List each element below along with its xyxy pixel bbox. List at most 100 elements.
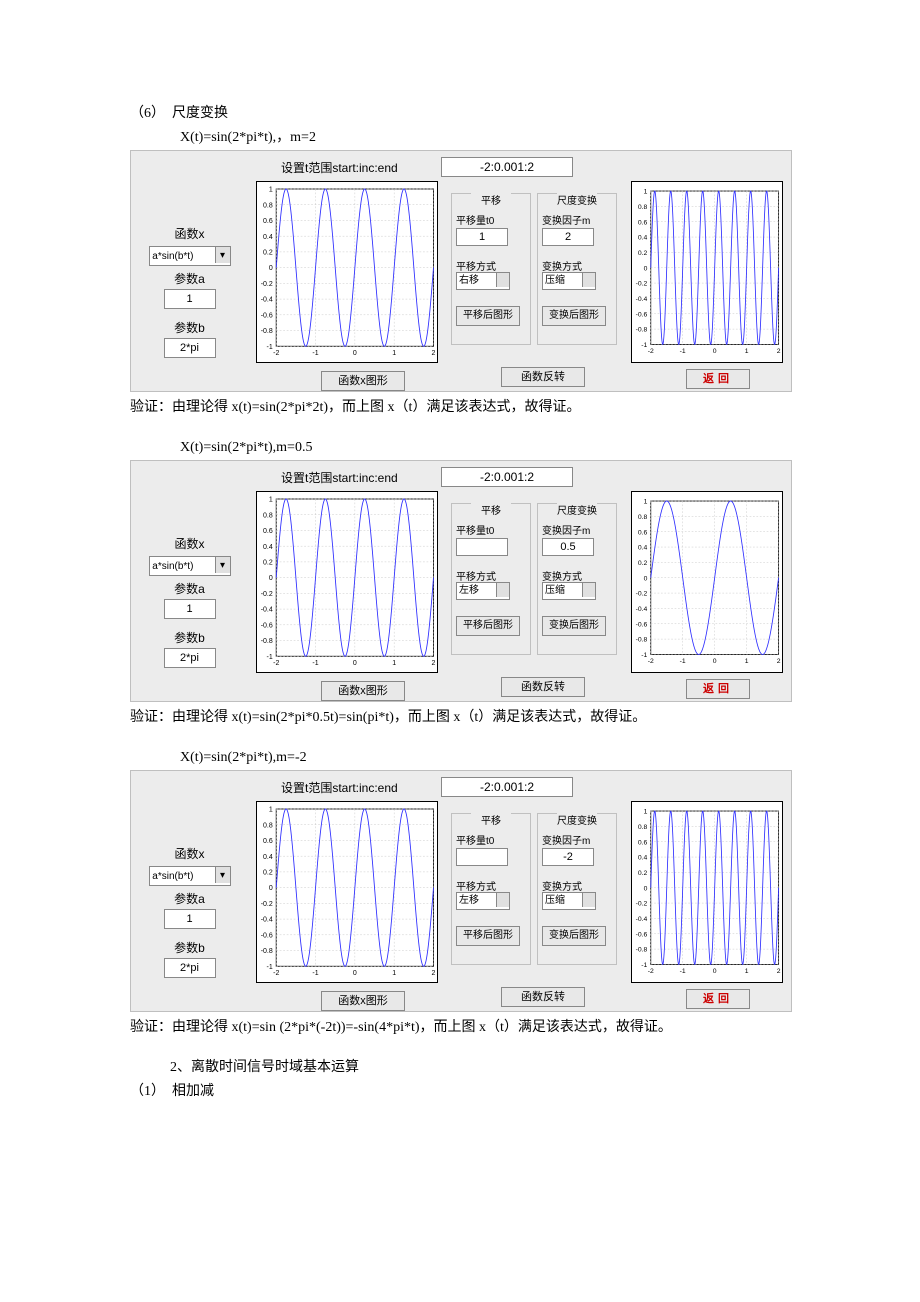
parama-label: 参数a: [137, 270, 242, 287]
shift-amount-label: 平移量t0: [456, 832, 526, 847]
shift-title: 平移: [471, 192, 511, 207]
svg-text:1: 1: [269, 187, 273, 194]
funcx-graph-button[interactable]: 函数x图形: [321, 991, 405, 1011]
svg-text:-1: -1: [641, 342, 647, 349]
svg-text:0.8: 0.8: [263, 512, 273, 519]
funcx-label: 函数x: [137, 535, 242, 552]
chart-transformed: -1-0.8-0.6-0.4-0.200.20.40.60.81-2-1012: [631, 491, 783, 673]
shift-mode-select[interactable]: 左移: [456, 582, 510, 600]
svg-text:1: 1: [644, 809, 648, 816]
scale-factor-input[interactable]: 0.5: [542, 538, 594, 556]
shift-group: 平移 平移量t0 平移方式 左移 平移后图形: [451, 813, 531, 965]
scale-apply-button[interactable]: 变换后图形: [542, 306, 606, 326]
return-button[interactable]: 返回: [686, 369, 750, 389]
svg-text:-0.4: -0.4: [261, 917, 273, 924]
svg-text:0.4: 0.4: [263, 544, 273, 551]
parama-label: 参数a: [137, 890, 242, 907]
shift-mode-label: 平移方式: [456, 878, 526, 893]
svg-text:2: 2: [777, 968, 781, 975]
paramb-label: 参数b: [137, 629, 242, 646]
svg-text:1: 1: [745, 348, 749, 355]
svg-text:-0.4: -0.4: [636, 916, 648, 923]
chevron-down-icon: [496, 893, 509, 907]
svg-text:-0.8: -0.8: [261, 638, 273, 645]
section2-sub1-num: （1）: [130, 1084, 158, 1099]
shift-amount-input[interactable]: [456, 538, 508, 556]
svg-text:-0.4: -0.4: [636, 296, 648, 303]
ex2-formula: X(t)=sin(2*pi*t),m=0.5: [130, 440, 790, 456]
scale-mode-label: 变换方式: [542, 258, 612, 273]
parama-input[interactable]: 1: [164, 909, 216, 929]
shift-amount-input[interactable]: [456, 848, 508, 866]
chevron-down-icon: ▾: [215, 867, 230, 883]
svg-text:-1: -1: [680, 658, 686, 665]
chevron-down-icon: ▾: [215, 247, 230, 263]
funcx-graph-button[interactable]: 函数x图形: [321, 681, 405, 701]
svg-text:-2: -2: [273, 660, 279, 667]
shift-apply-button[interactable]: 平移后图形: [456, 616, 520, 636]
paramb-input[interactable]: 2*pi: [164, 338, 216, 358]
paramb-label: 参数b: [137, 319, 242, 336]
svg-text:-0.2: -0.2: [261, 901, 273, 908]
shift-amount-input[interactable]: 1: [456, 228, 508, 246]
shift-amount-label: 平移量t0: [456, 522, 526, 537]
svg-text:-0.6: -0.6: [261, 312, 273, 319]
t-range-input[interactable]: -2:0.001:2: [441, 157, 573, 177]
return-button[interactable]: 返回: [686, 679, 750, 699]
funcx-label: 函数x: [137, 225, 242, 242]
scale-mode-select[interactable]: 压缩: [542, 272, 596, 290]
paramb-input[interactable]: 2*pi: [164, 958, 216, 978]
chart-original: -1-0.8-0.6-0.4-0.200.20.40.60.81-2-1012: [256, 491, 438, 673]
shift-mode-select[interactable]: 左移: [456, 892, 510, 910]
shift-mode-label: 平移方式: [456, 258, 526, 273]
parama-input[interactable]: 1: [164, 289, 216, 309]
shift-apply-button[interactable]: 平移后图形: [456, 926, 520, 946]
scale-mode-select[interactable]: 压缩: [542, 582, 596, 600]
flip-button[interactable]: 函数反转: [501, 367, 585, 387]
t-range-input[interactable]: -2:0.001:2: [441, 467, 573, 487]
svg-text:-1: -1: [312, 970, 318, 977]
shift-mode-select[interactable]: 右移: [456, 272, 510, 290]
funcx-graph-button[interactable]: 函数x图形: [321, 371, 405, 391]
shift-title: 平移: [471, 502, 511, 517]
scale-factor-input[interactable]: -2: [542, 848, 594, 866]
funcx-select[interactable]: a*sin(b*t)▾: [149, 246, 231, 266]
svg-text:-0.6: -0.6: [261, 932, 273, 939]
svg-text:-1: -1: [641, 962, 647, 969]
scale-apply-button[interactable]: 变换后图形: [542, 616, 606, 636]
return-button[interactable]: 返回: [686, 989, 750, 1009]
scale-mode-select[interactable]: 压缩: [542, 892, 596, 910]
panel-1: 设置t范围start:inc:end -2:0.001:2 函数x a*sin(…: [130, 150, 792, 392]
section2-sub1-title: 相加减: [172, 1084, 214, 1099]
svg-text:0.2: 0.2: [638, 250, 648, 257]
parama-input[interactable]: 1: [164, 599, 216, 619]
section6-num: （6）: [130, 106, 158, 121]
svg-text:0: 0: [269, 575, 273, 582]
shift-group: 平移 平移量t0 平移方式 左移 平移后图形: [451, 503, 531, 655]
svg-text:0.4: 0.4: [638, 855, 648, 862]
svg-text:-0.6: -0.6: [636, 931, 648, 938]
svg-text:0: 0: [269, 885, 273, 892]
t-range-input[interactable]: -2:0.001:2: [441, 777, 573, 797]
funcx-select[interactable]: a*sin(b*t)▾: [149, 866, 231, 886]
funcx-select[interactable]: a*sin(b*t)▾: [149, 556, 231, 576]
scale-group: 尺度变换 变换因子m 0.5 变换方式 压缩 变换后图形: [537, 503, 617, 655]
svg-text:-1: -1: [312, 350, 318, 357]
svg-text:1: 1: [392, 660, 396, 667]
svg-text:1: 1: [269, 497, 273, 504]
svg-text:1: 1: [644, 189, 648, 196]
panel-3: 设置t范围start:inc:end -2:0.001:2 函数x a*sin(…: [130, 770, 792, 1012]
flip-button[interactable]: 函数反转: [501, 987, 585, 1007]
svg-text:-1: -1: [641, 652, 647, 659]
scale-factor-input[interactable]: 2: [542, 228, 594, 246]
scale-apply-button[interactable]: 变换后图形: [542, 926, 606, 946]
flip-button[interactable]: 函数反转: [501, 677, 585, 697]
svg-text:-1: -1: [267, 654, 273, 661]
paramb-label: 参数b: [137, 939, 242, 956]
svg-text:-0.4: -0.4: [261, 297, 273, 304]
shift-apply-button[interactable]: 平移后图形: [456, 306, 520, 326]
svg-text:0.6: 0.6: [638, 219, 648, 226]
shift-mode-label: 平移方式: [456, 568, 526, 583]
paramb-input[interactable]: 2*pi: [164, 648, 216, 668]
svg-text:1: 1: [745, 968, 749, 975]
